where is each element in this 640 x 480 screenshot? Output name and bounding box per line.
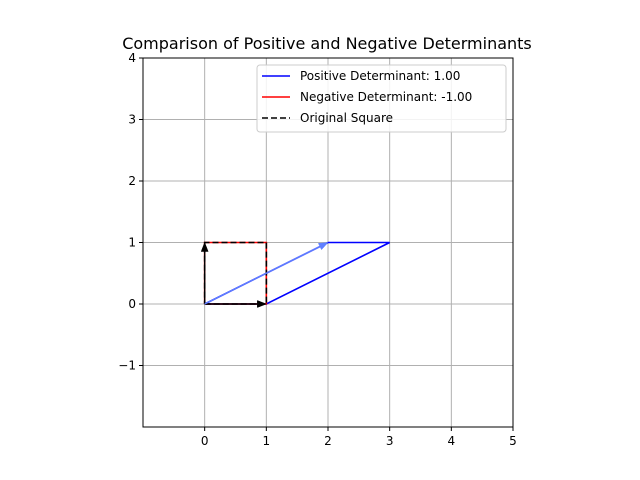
y-tick-label: −1	[118, 359, 136, 373]
arrow-head	[200, 241, 209, 252]
legend: Positive Determinant: 1.00 Negative Deter…	[256, 64, 507, 133]
y-tick-label: 1	[128, 236, 136, 250]
chart-title: Comparison of Positive and Negative Dete…	[122, 34, 532, 53]
legend-box	[256, 64, 507, 133]
arrow-head	[317, 242, 329, 251]
x-tick-label: 2	[324, 434, 332, 448]
y-tick-label: 3	[128, 113, 136, 127]
y-tick-label: 4	[128, 51, 136, 65]
legend-label: Positive Determinant: 1.00	[300, 69, 460, 83]
arrow-head	[257, 300, 268, 308]
x-tick-label: 0	[201, 434, 209, 448]
y-tick-label: 0	[128, 297, 136, 311]
y-tick-label: 2	[128, 174, 136, 188]
arrow-shaft	[204, 245, 321, 305]
legend-label: Negative Determinant: -1.00	[300, 90, 472, 104]
tick-layer: 0 1 2 3 4 5 −1 0 1 2 3 4	[118, 51, 517, 448]
legend-label: Original Square	[300, 111, 393, 125]
x-tick-label: 3	[386, 434, 394, 448]
x-tick-label: 5	[509, 434, 517, 448]
arrow-layer	[200, 241, 329, 308]
x-tick-label: 4	[448, 434, 456, 448]
x-tick-label: 1	[263, 434, 271, 448]
